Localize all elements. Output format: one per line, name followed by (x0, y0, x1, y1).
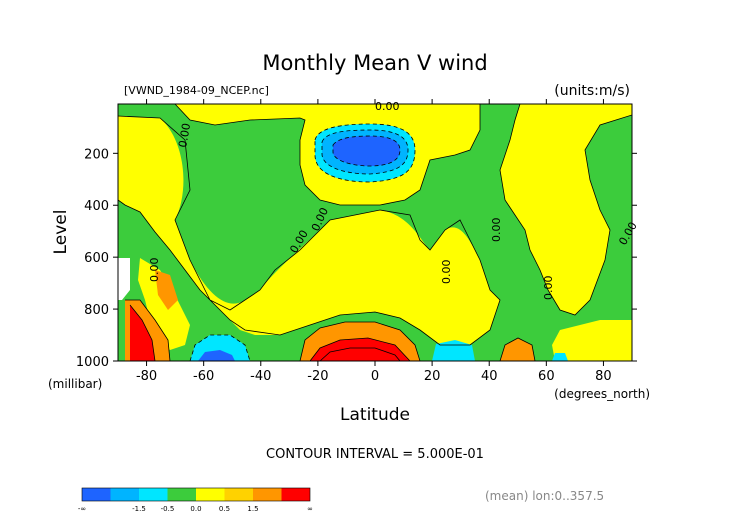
region-blue-jet (333, 136, 400, 166)
contour-pos-equator-1 (299, 321, 421, 361)
contour-zero-b (174, 104, 481, 206)
colorbar-label: ∞ (307, 505, 313, 513)
units-label: (units:m/s) (554, 83, 630, 99)
y-tick-label: 400 (84, 199, 109, 214)
contour-zero-a (118, 115, 501, 346)
contour-neg-jet-outer (314, 123, 416, 183)
colorbar-swatch (196, 488, 225, 501)
y-tick-label: 800 (84, 303, 109, 318)
dataset-label: [VWND_1984-09_NCEP.nc] (124, 84, 269, 97)
contour-label: 0.00 (542, 276, 555, 301)
contour-label: 0.00 (375, 100, 400, 113)
x-tick-label: -40 (250, 369, 271, 384)
y-axis-label: Level (51, 210, 71, 255)
colorbar-frame (81, 487, 311, 502)
contour-neg-south-surface (189, 334, 251, 361)
x-tick-label: -80 (136, 369, 157, 384)
colorbar-swatch (167, 488, 196, 501)
region-yellow-right (500, 104, 632, 315)
x-tick-label: 80 (595, 369, 612, 384)
colorbar: -∞ -1.5 -0.5 0.0 0.5 1.5 ∞ (78, 487, 313, 513)
contour-pos-equator-2 (309, 337, 411, 361)
contour-interval-text: CONTOUR INTERVAL = 5.000E-01 (266, 447, 484, 462)
region-cyan-high-lat (552, 353, 568, 361)
y-tick-label: 200 (84, 147, 109, 162)
x-tick-label: 60 (538, 369, 555, 384)
x-tick-label: 20 (424, 369, 441, 384)
colorbar-label: -0.5 (161, 505, 175, 513)
contour-pos-south-2 (129, 304, 156, 361)
colorbar-swatch (281, 488, 310, 501)
contour-fill-layer (118, 104, 632, 361)
region-yellow-southern (118, 116, 500, 345)
colorbar-swatch (253, 488, 282, 501)
contour-lines (118, 104, 632, 361)
contour-pos-north-surface (499, 337, 536, 361)
x-axis-label: Latitude (340, 405, 410, 425)
colorbar-label: -1.5 (132, 505, 146, 513)
region-red-equator-surface (310, 338, 410, 361)
region-orange-southern-mid (155, 270, 178, 310)
contour-label: 0.00 (176, 122, 193, 148)
contour-label: 0.00 (440, 260, 453, 285)
colorbar-label: 0.0 (190, 505, 201, 513)
y-tick-label: 600 (84, 251, 109, 266)
contour-zero-c (499, 104, 632, 316)
y-tick-label: 1000 (76, 355, 109, 370)
x-tick-label: -60 (193, 369, 214, 384)
colorbar-label: 0.5 (219, 505, 230, 513)
axes-layer: -80 -60 -40 -20 0 20 40 60 80 200 400 600 800 1000 (76, 99, 637, 384)
contour-neg-jet-mid (321, 129, 409, 175)
colorbar-swatch (110, 488, 139, 501)
region-yellow-right-lower (552, 320, 632, 361)
x-tick-label: -20 (307, 369, 328, 384)
colorbar-label: 1.5 (247, 505, 258, 513)
x-tick-label: 0 (371, 369, 379, 384)
x-tick-label: 40 (481, 369, 498, 384)
region-blue-southern-surface (198, 350, 235, 361)
colorbar-swatch (139, 488, 168, 501)
y-axis-unit: (millibar) (48, 377, 102, 391)
region-missing-data (118, 258, 130, 300)
footer-text: (mean) lon:0..357.5 (485, 489, 604, 503)
x-axis-unit: (degrees_north) (554, 387, 650, 401)
region-orange-north-surface (500, 338, 535, 361)
chart-title: Monthly Mean V wind (262, 51, 487, 75)
contour-pos-south-1 (125, 299, 171, 361)
contour-label: 0.00 (490, 218, 503, 243)
colorbar-label: -∞ (78, 505, 86, 513)
contour-pos-equator-3 (319, 347, 401, 361)
colorbar-swatch (82, 488, 111, 501)
contour-label: 0.00 (148, 258, 161, 283)
region-red-southern-surface (130, 305, 155, 361)
contour-neg-jet-inner (332, 135, 401, 167)
colorbar-swatch (224, 488, 253, 501)
